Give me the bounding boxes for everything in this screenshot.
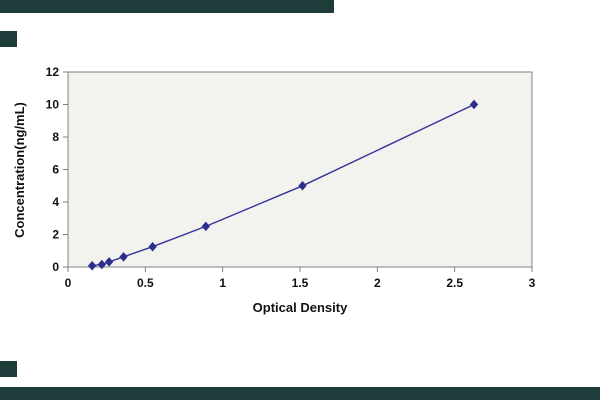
data-point-marker [87, 260, 97, 271]
x-tick-label: 0 [65, 276, 72, 290]
x-tick-label: 2.5 [446, 276, 463, 290]
y-tick-label: 2 [52, 228, 59, 242]
plot-series-and-ticks: 0 0.5 1 1.5 2 2.5 3 0 2 4 6 8 10 12 [46, 65, 536, 290]
x-tick-label: 3 [529, 276, 536, 290]
y-axis-label: Concentration(ng/mL) [12, 102, 27, 238]
decor-bottom-left-square [0, 361, 17, 377]
decor-bottom-bar [0, 387, 600, 400]
y-tick-label: 8 [52, 130, 59, 144]
data-point-marker [201, 221, 210, 232]
y-tick-label: 4 [52, 195, 59, 209]
y-tick-label: 12 [46, 65, 60, 79]
x-tick-label: 1 [219, 276, 226, 290]
x-axis-label: Optical Density [253, 300, 348, 315]
x-tick-label: 0.5 [137, 276, 154, 290]
y-tick-label: 0 [52, 260, 59, 274]
y-tick-label: 10 [46, 98, 60, 112]
decor-top-bar [0, 0, 334, 13]
data-point-marker [97, 259, 107, 270]
x-tick-label: 2 [374, 276, 381, 290]
plot-area [67, 71, 533, 268]
data-point-marker [104, 257, 114, 267]
data-point-marker [148, 241, 157, 252]
data-point-marker [298, 180, 307, 191]
data-point-marker [469, 99, 479, 110]
decor-left-square [0, 31, 17, 47]
y-tick-label: 6 [52, 163, 59, 177]
data-point-marker [119, 252, 128, 262]
x-tick-label: 1.5 [292, 276, 309, 290]
